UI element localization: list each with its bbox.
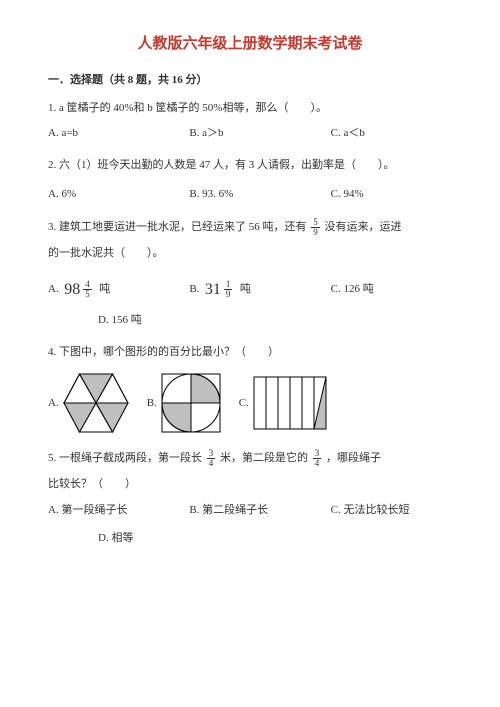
q3-optB-den: 9 xyxy=(224,290,233,299)
q1-text: 1. a 筐橘子的 40%和 b 筐橘子的 50%相等，那么（ ）。 xyxy=(48,100,452,118)
q1-opt-c: C. a＜b xyxy=(331,125,365,143)
q5-text-line1: 5. 一根绳子截成两段，第一段长 3 4 米，第二段是它的 3 4 ，哪段绳子 xyxy=(48,449,452,468)
q3-options: A. 98 4 5 吨 B. 31 1 9 吨 C. 126 吨 xyxy=(48,277,452,303)
q3-optA-whole: 98 xyxy=(64,277,80,303)
q2-opt-a: A. 6% xyxy=(48,186,181,204)
q3-frac-den: 9 xyxy=(311,228,320,237)
page-title: 人教版六年级上册数学期末考试卷 xyxy=(48,32,452,56)
q3-opt-a: A. 98 4 5 吨 xyxy=(48,277,181,303)
question-1: 1. a 筐橘子的 40%和 b 筐橘子的 50%相等，那么（ ）。 A. a=… xyxy=(48,100,452,143)
q5-opt-d: D. 相等 xyxy=(98,530,452,548)
q3-optA-pre: A. xyxy=(48,281,59,299)
q3-opt-b: B. 31 1 9 吨 xyxy=(189,277,322,303)
q4-shapes: A. B. C. xyxy=(48,373,452,433)
q3-text-a: 3. 建筑工地要运进一批水泥，已经运来了 56 吨，还有 xyxy=(48,221,307,233)
q5-opt-c: C. 无法比较长短 xyxy=(331,502,410,520)
q1-opt-a: A. a=b xyxy=(48,125,181,143)
q5-frac2: 3 4 xyxy=(313,449,322,468)
q3-text-b: 没有运来，运进 xyxy=(325,221,402,233)
hexagon-icon xyxy=(63,373,129,433)
q5-frac1: 3 4 xyxy=(207,449,216,468)
square-circle-icon xyxy=(161,373,221,433)
q3-optB-pre: B. xyxy=(189,281,199,299)
q5-text-c: ，哪段绳子 xyxy=(326,452,381,464)
q3-opt-c: C. 126 吨 xyxy=(331,281,374,299)
q3-optA-frac: 4 5 xyxy=(83,280,92,299)
q2-opt-b: B. 93. 6% xyxy=(189,186,322,204)
q2-options: A. 6% B. 93. 6% C. 94% xyxy=(48,186,452,204)
q5-options: A. 第一段绳子长 B. 第二段绳子长 C. 无法比较长短 xyxy=(48,502,452,520)
question-3: 3. 建筑工地要运进一批水泥，已经运来了 56 吨，还有 5 9 没有运来，运进… xyxy=(48,218,452,330)
q3-opt-d: D. 156 吨 xyxy=(98,312,452,330)
q3-optB-whole: 31 xyxy=(205,277,221,303)
q5-opt-b: B. 第二段绳子长 xyxy=(189,502,322,520)
rect-bars-icon xyxy=(253,376,327,430)
q3-text-line1: 3. 建筑工地要运进一批水泥，已经运来了 56 吨，还有 5 9 没有运来，运进 xyxy=(48,218,452,237)
q5-text-b: 米，第二段是它的 xyxy=(220,452,308,464)
q3-optA-mixed: 98 4 5 xyxy=(64,277,94,303)
q4-label-b: B. xyxy=(147,395,157,413)
q2-text: 2. 六（1）班今天出勤的人数是 47 人，有 3 人请假，出勤率是（ ）。 xyxy=(48,157,452,175)
q4-shape-c: C. xyxy=(239,376,327,430)
q3-optA-den: 5 xyxy=(83,290,92,299)
q5-f2-den: 4 xyxy=(313,459,322,468)
q4-shape-b: B. xyxy=(147,373,221,433)
q2-opt-c: C. 94% xyxy=(331,186,364,204)
q1-opt-b: B. a＞b xyxy=(189,125,322,143)
question-2: 2. 六（1）班今天出勤的人数是 47 人，有 3 人请假，出勤率是（ ）。 A… xyxy=(48,157,452,204)
q3-optB-frac: 1 9 xyxy=(224,280,233,299)
q3-optB-mixed: 31 1 9 xyxy=(205,277,235,303)
q3-frac: 5 9 xyxy=(311,218,320,237)
q4-shape-a: A. xyxy=(48,373,129,433)
q4-text: 4. 下图中，哪个图形的的百分比最小？（ ） xyxy=(48,344,452,362)
q3-text-line2: 的一批水泥共（ ）。 xyxy=(48,245,452,263)
q5-opt-a: A. 第一段绳子长 xyxy=(48,502,181,520)
q5-f1-den: 4 xyxy=(207,459,216,468)
question-4: 4. 下图中，哪个图形的的百分比最小？（ ） A. B. xyxy=(48,344,452,434)
q1-options: A. a=b B. a＞b C. a＜b xyxy=(48,125,452,143)
q5-text-line2: 比较长？（ ） xyxy=(48,476,452,494)
q4-label-a: A. xyxy=(48,395,59,413)
q3-optB-suf: 吨 xyxy=(240,281,251,299)
section-heading: 一．选择题（共 8 题，共 16 分） xyxy=(48,72,452,90)
q3-optA-suf: 吨 xyxy=(99,281,110,299)
question-5: 5. 一根绳子截成两段，第一段长 3 4 米，第二段是它的 3 4 ，哪段绳子 … xyxy=(48,449,452,547)
q4-label-c: C. xyxy=(239,395,249,413)
q5-text-a: 5. 一根绳子截成两段，第一段长 xyxy=(48,452,202,464)
